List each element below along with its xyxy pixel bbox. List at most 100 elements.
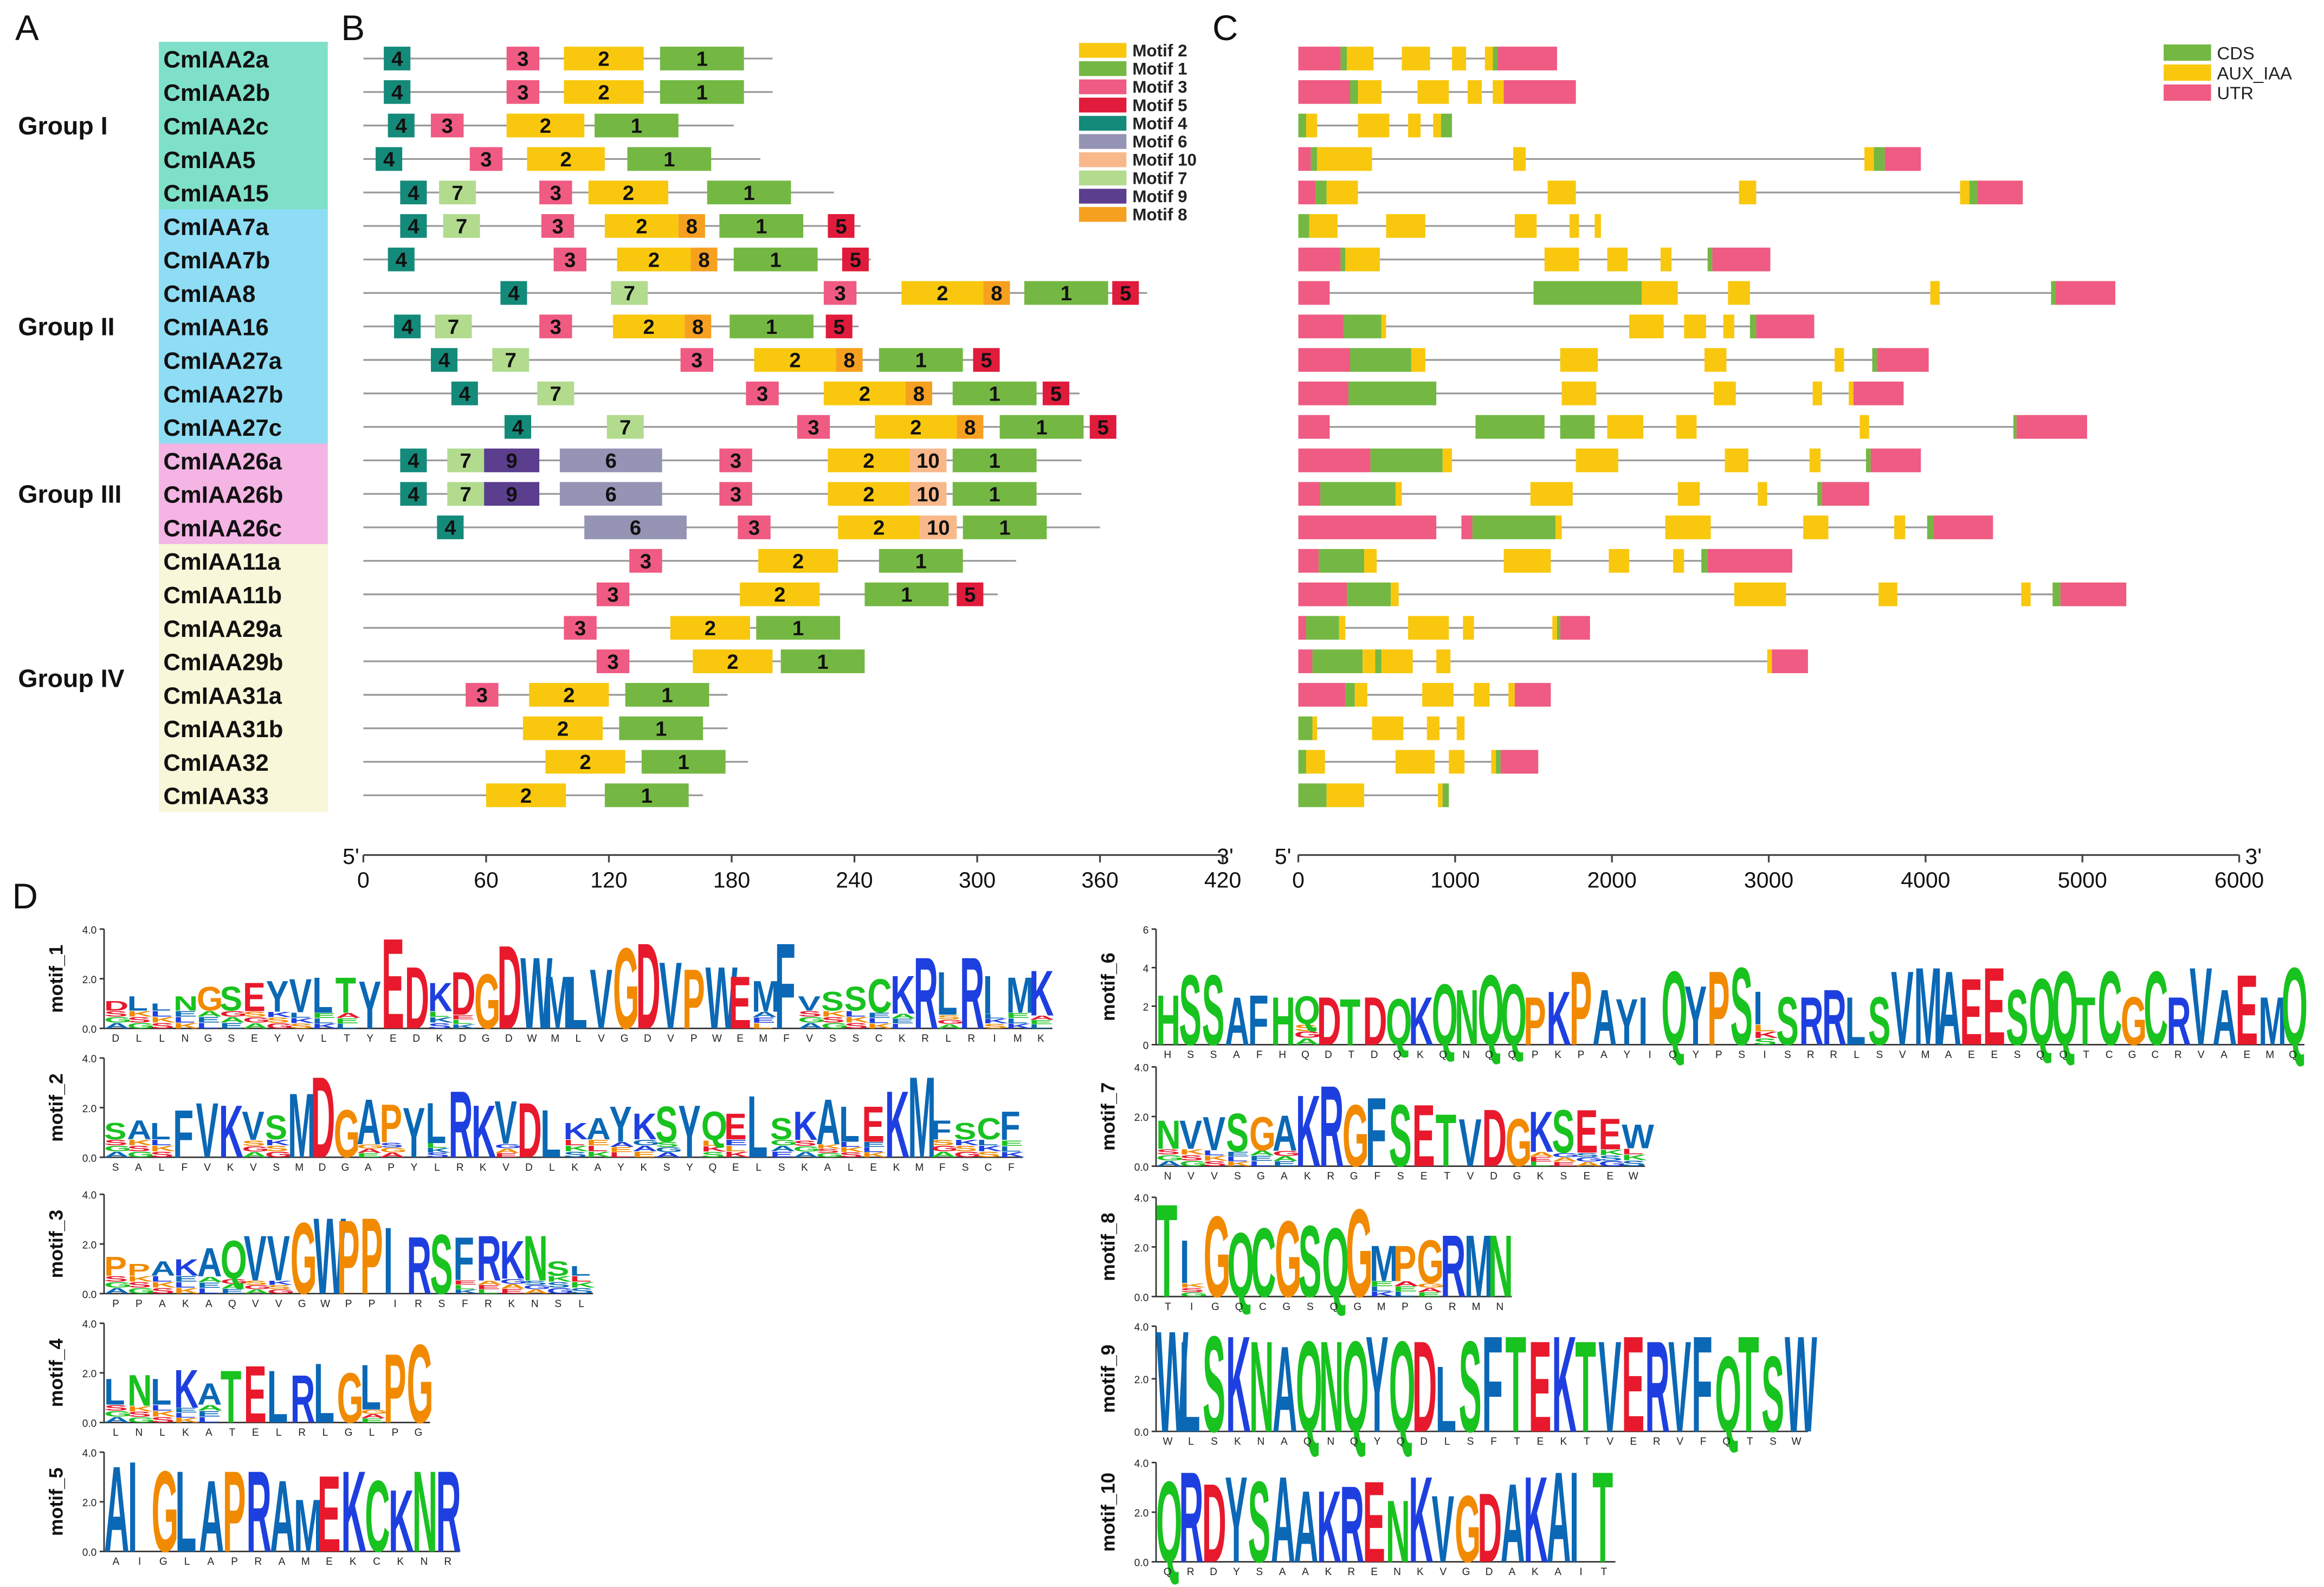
logo-position-label: M (295, 1162, 304, 1173)
logo-minor-letter: S (983, 1022, 1007, 1030)
logo-position-label: L (184, 1556, 190, 1567)
logo-minor-letter: S (104, 1275, 128, 1283)
logo-position-label: M (1472, 1301, 1481, 1313)
logo-letter: E (2236, 954, 2258, 1066)
logo-position-label: Q (228, 1298, 236, 1309)
motif-box-6 (559, 448, 662, 473)
logo-position-label: E (1991, 1049, 1998, 1061)
logo-letter: L (540, 1095, 561, 1172)
logo-y-tick-label: 6 (1143, 925, 1149, 936)
logo-letter: G (334, 1095, 360, 1172)
logo-minor-letter: S (150, 1150, 173, 1159)
structure-block-aux (1739, 180, 1757, 205)
logo-position-label: P (345, 1298, 352, 1309)
logo-minor-letter: S (428, 1022, 451, 1030)
logo-letter: P (337, 1198, 360, 1316)
structure-block-utr (1712, 247, 1771, 272)
structure-block-aux (1391, 582, 1399, 607)
logo-letter: T (335, 967, 356, 1024)
legend-label: Motif 5 (1132, 96, 1187, 115)
logo-minor-letter: A (243, 1022, 268, 1030)
motif-label: 8 (964, 416, 976, 439)
logo-minor-letter: G (494, 1143, 522, 1149)
logo-minor-letter: E (360, 1417, 384, 1424)
logo-name: motif_10 (1098, 1473, 1119, 1552)
motif-label: 7 (448, 315, 459, 339)
logo-minor-letter: S (1294, 1023, 1317, 1033)
structure-block-utr (1514, 683, 1551, 707)
logo-y-tick-label: 4.0 (1134, 1459, 1149, 1470)
logo-minor-letter: E (586, 1138, 610, 1147)
structure-block-aux (1561, 381, 1597, 405)
logo-minor-letter: E (867, 1011, 891, 1020)
logo-position-label: L (549, 1162, 555, 1173)
motif-label: 6 (605, 449, 617, 473)
structure-axis-start: 5' (1275, 844, 1292, 869)
logo-position-label: S (1307, 1301, 1314, 1313)
logo-letter: I (983, 964, 992, 1025)
logo-position-label: L (756, 1162, 761, 1173)
gene-name: CmIAA31a (163, 682, 282, 709)
logo-position-label: Q (709, 1162, 717, 1173)
logo-position-label: L (113, 1427, 119, 1438)
structure-block-aux (1767, 649, 1772, 674)
structure-block-utr (1497, 47, 1557, 70)
motif-box-4 (437, 515, 464, 539)
logo-position-label: K (227, 1162, 234, 1173)
logo-position-label: N (181, 1033, 189, 1044)
gene-name: CmIAA29a (163, 616, 282, 642)
logo-motif_7: 0.02.04.0motif_7AGSNNGSKVVSKLVVKLESSLEAG… (1098, 1062, 1655, 1191)
logo-position-label: L (945, 1033, 951, 1044)
logo-letter: V (494, 1088, 517, 1157)
logo-y-tick-label: 4.0 (1134, 1063, 1149, 1074)
logo-letter: K (1317, 1469, 1341, 1584)
legend-label: Motif 9 (1132, 187, 1187, 206)
logo-position-label: Y (1693, 1049, 1700, 1061)
motif-axis-start: 5' (343, 844, 359, 869)
logo-letter: Y (609, 1096, 632, 1153)
motif-box-4 (500, 281, 527, 305)
logo-minor-letter: G (265, 1150, 293, 1159)
logo-letter: P (1707, 949, 1730, 1067)
logo-position-label: F (1490, 1436, 1497, 1448)
logo-minor-letter: K (266, 1011, 292, 1019)
logo-y-tick-label: 4.0 (1134, 1193, 1149, 1204)
gene-name: CmIAA27b (163, 381, 283, 408)
motif-box-2 (838, 515, 920, 539)
logo-y-tick-label: 0.0 (82, 1418, 97, 1430)
structure-block-utr (1298, 616, 1306, 640)
legend-swatch-8 (1079, 207, 1127, 222)
logo-minor-letter: G (523, 1284, 551, 1291)
logo-letter: I (1180, 1228, 1190, 1296)
logo-position-label: V (1467, 1171, 1474, 1182)
logo-letter: R (1319, 1062, 1344, 1191)
motif-box-7 (435, 314, 472, 339)
logo-letter: G (1204, 1192, 1231, 1321)
logo-minor-letter: A (931, 1150, 957, 1159)
logo-minor-letter: G (655, 1146, 683, 1153)
logo-letter: S (655, 1096, 678, 1153)
logo-position-label: D (1325, 1049, 1332, 1061)
logo-minor-letter: A (380, 1151, 405, 1159)
logo-position-label: A (207, 1556, 214, 1567)
logo-position-label: P (1578, 1049, 1585, 1061)
logo-minor-letter: L (451, 1018, 473, 1025)
logo-minor-letter: L (1622, 1147, 1643, 1156)
motif-box-3 (541, 214, 574, 238)
motif-axis-tick-label: 60 (474, 868, 499, 893)
logo-letter: L (567, 960, 588, 1044)
logo-position-label: F (1374, 1171, 1380, 1182)
logo-minor-letter: G (954, 1150, 982, 1159)
motif-box-7 (447, 482, 485, 506)
logo-position-label: S (1234, 1171, 1241, 1182)
structure-block-aux (1660, 247, 1672, 272)
motif-label: 7 (460, 449, 472, 473)
logo-minor-letter: L (289, 1011, 311, 1020)
gene-name: CmIAA11b (163, 582, 282, 609)
logo-letter: L (1179, 1315, 1200, 1460)
logo-letter: P (127, 1260, 150, 1279)
logo-letter: Q (1715, 1334, 1741, 1455)
logo-letter: D (451, 960, 475, 1028)
motif-label: 7 (550, 383, 561, 406)
logo-letter: K (174, 1358, 199, 1420)
